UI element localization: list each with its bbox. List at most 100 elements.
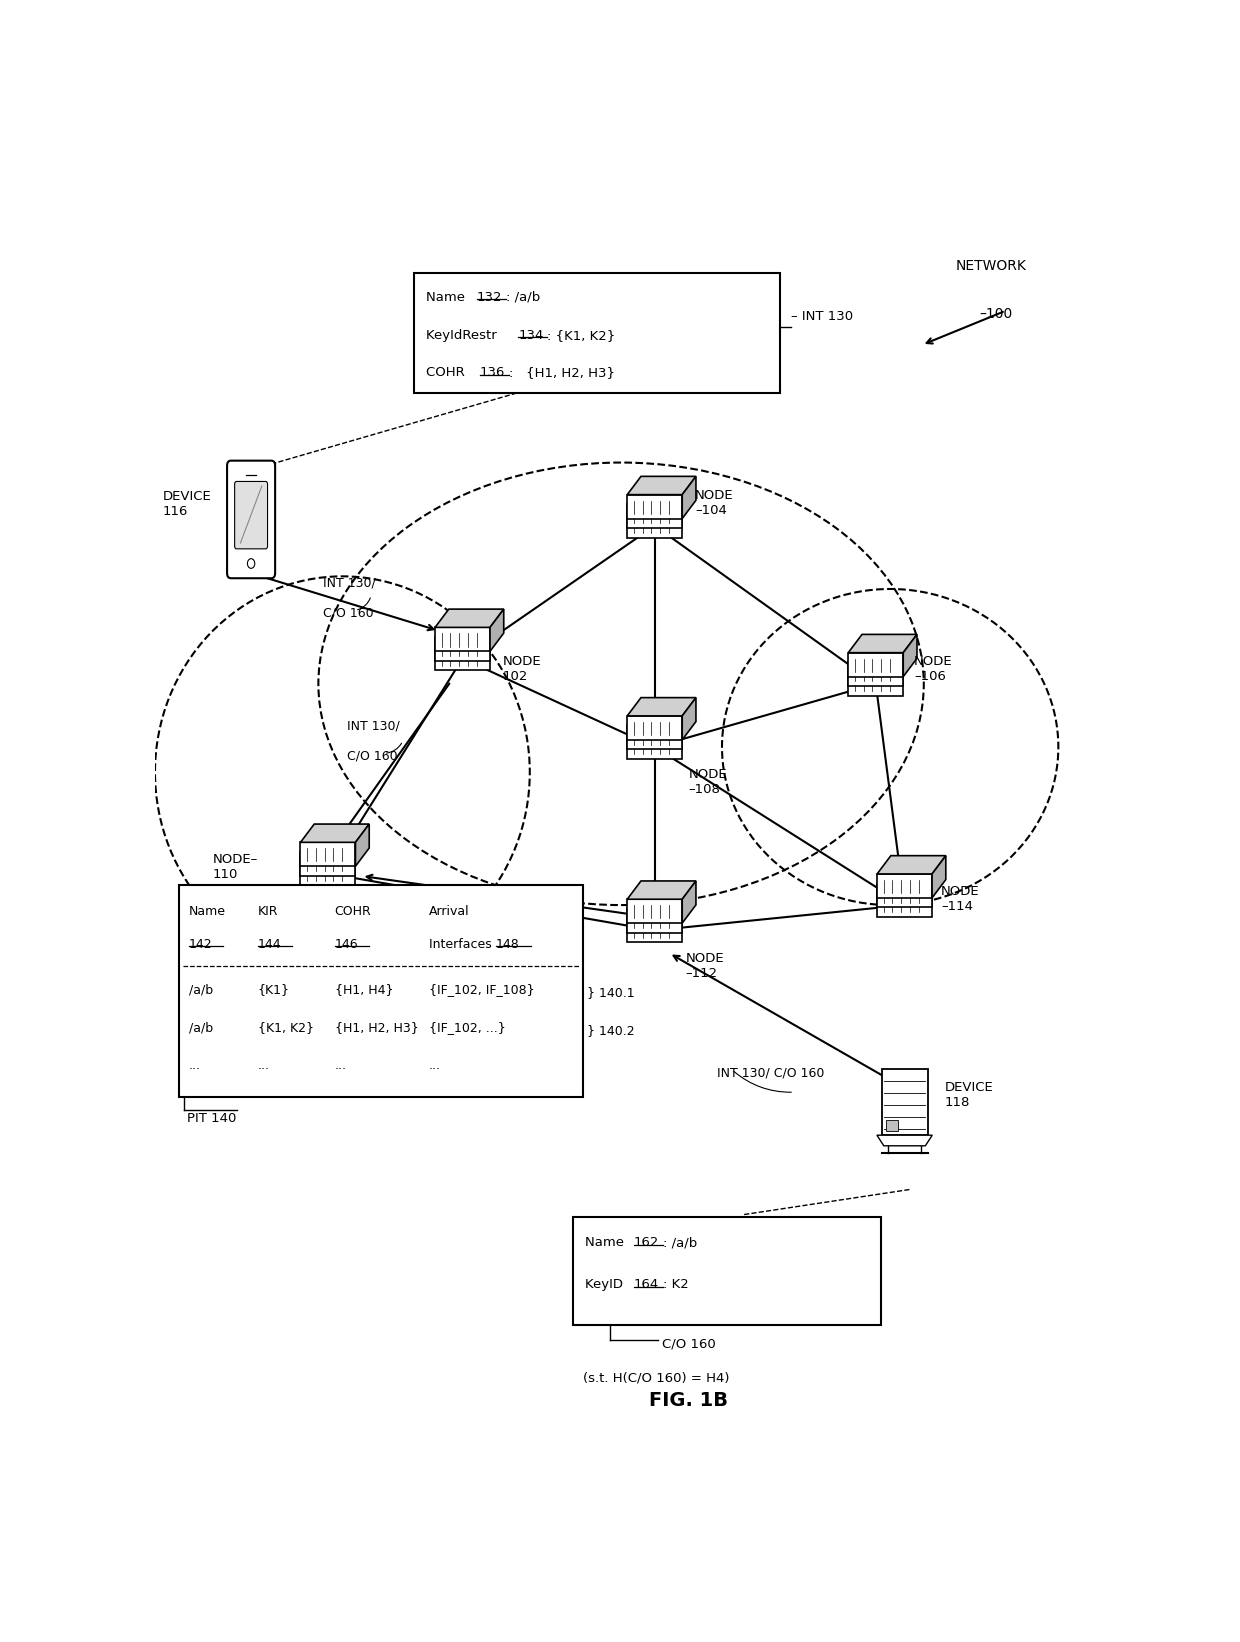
Text: NODE
102: NODE 102 (503, 655, 542, 683)
Text: 162: 162 (634, 1236, 658, 1250)
Polygon shape (627, 918, 682, 943)
Polygon shape (848, 634, 916, 652)
Text: /a/b: /a/b (188, 984, 213, 997)
Polygon shape (627, 716, 682, 741)
Text: 142: 142 (188, 938, 212, 951)
Text: ...: ... (429, 1059, 441, 1072)
Text: NODE
–104: NODE –104 (696, 489, 734, 517)
Text: COHR: COHR (427, 366, 469, 379)
Text: FIG. 1B: FIG. 1B (649, 1391, 728, 1410)
Text: ...: ... (258, 1059, 270, 1072)
FancyBboxPatch shape (887, 1120, 898, 1131)
Text: Name: Name (427, 291, 469, 304)
Polygon shape (627, 514, 682, 537)
Polygon shape (435, 627, 490, 652)
Text: } 140.1: } 140.1 (588, 985, 635, 998)
FancyBboxPatch shape (227, 461, 275, 578)
Polygon shape (627, 726, 682, 749)
Polygon shape (435, 637, 490, 662)
Text: : /a/b: : /a/b (506, 291, 539, 304)
Text: 148: 148 (496, 938, 520, 951)
Polygon shape (848, 672, 903, 696)
Text: NODE–
110: NODE– 110 (213, 854, 258, 882)
Text: C/O 160: C/O 160 (662, 1338, 717, 1350)
Text: NODE
–114: NODE –114 (941, 885, 980, 913)
Polygon shape (627, 908, 682, 933)
Polygon shape (490, 609, 503, 652)
Polygon shape (627, 494, 682, 519)
Text: {IF_102, IF_108}: {IF_102, IF_108} (429, 984, 534, 997)
Text: : {K1, K2}: : {K1, K2} (547, 328, 615, 342)
FancyBboxPatch shape (414, 273, 780, 392)
Text: KIR: KIR (258, 905, 278, 918)
FancyBboxPatch shape (882, 1069, 928, 1135)
Text: INT 130/ C/O 160: INT 130/ C/O 160 (717, 1067, 825, 1080)
Polygon shape (356, 824, 370, 867)
Text: {K1}: {K1} (258, 984, 290, 997)
Text: INT 130/: INT 130/ (458, 962, 511, 975)
Text: {K1, K2}: {K1, K2} (258, 1021, 314, 1034)
FancyBboxPatch shape (573, 1217, 880, 1325)
Polygon shape (627, 504, 682, 529)
Text: Name: Name (188, 905, 226, 918)
Text: COHR: COHR (335, 905, 372, 918)
Text: NODE
–106: NODE –106 (914, 655, 952, 683)
Polygon shape (627, 736, 682, 759)
Text: {IF_102, ...}: {IF_102, ...} (429, 1021, 506, 1034)
Text: {H1, H2, H3}: {H1, H2, H3} (335, 1021, 418, 1034)
Text: 134: 134 (518, 328, 543, 342)
Text: 136: 136 (480, 366, 505, 379)
Text: 164: 164 (634, 1277, 658, 1291)
Text: KeyIdRestr: KeyIdRestr (427, 328, 501, 342)
Polygon shape (300, 824, 370, 842)
Polygon shape (627, 900, 682, 923)
Text: } 140.2: } 140.2 (588, 1025, 635, 1036)
Text: ...: ... (335, 1059, 347, 1072)
Text: – INT 130: – INT 130 (791, 310, 853, 323)
Polygon shape (848, 652, 903, 677)
Polygon shape (877, 1135, 932, 1146)
Polygon shape (848, 662, 903, 686)
Polygon shape (903, 634, 916, 677)
Text: C/O 160: C/O 160 (458, 992, 508, 1005)
Polygon shape (877, 855, 946, 874)
Text: {H1, H4}: {H1, H4} (335, 984, 393, 997)
Polygon shape (435, 647, 490, 670)
Polygon shape (932, 855, 946, 898)
Polygon shape (877, 883, 932, 908)
Text: Arrival: Arrival (429, 905, 470, 918)
Text: NETWORK: NETWORK (956, 259, 1027, 273)
Polygon shape (877, 874, 932, 898)
Text: C/O 160: C/O 160 (347, 749, 398, 762)
Polygon shape (627, 882, 696, 900)
Polygon shape (300, 862, 356, 885)
Text: DEVICE
118: DEVICE 118 (945, 1080, 993, 1108)
Text: : /a/b: : /a/b (663, 1236, 698, 1250)
Text: 146: 146 (335, 938, 358, 951)
Text: /a/b: /a/b (188, 1021, 213, 1034)
Text: KeyID: KeyID (584, 1277, 626, 1291)
Text: Interfaces: Interfaces (429, 938, 496, 951)
Text: DEVICE
116: DEVICE 116 (162, 491, 212, 519)
Text: 132: 132 (477, 291, 502, 304)
Text: (s.t. H(C/O 160) = H4): (s.t. H(C/O 160) = H4) (583, 1371, 729, 1384)
Text: NODE
–112: NODE –112 (686, 952, 724, 980)
Text: NODE
–108: NODE –108 (688, 768, 727, 796)
FancyBboxPatch shape (179, 885, 583, 1097)
Text: –100: –100 (980, 307, 1013, 322)
Text: C/O 160: C/O 160 (324, 606, 373, 619)
Polygon shape (435, 609, 503, 627)
Text: : K2: : K2 (663, 1277, 689, 1291)
Polygon shape (682, 698, 696, 741)
Polygon shape (627, 476, 696, 494)
Polygon shape (877, 893, 932, 916)
Polygon shape (627, 698, 696, 716)
Text: PIT 140: PIT 140 (187, 1112, 236, 1125)
Text: Name: Name (584, 1236, 627, 1250)
Text: :   {H1, H2, H3}: : {H1, H2, H3} (508, 366, 615, 379)
Polygon shape (300, 852, 356, 875)
Polygon shape (682, 882, 696, 923)
Polygon shape (300, 842, 356, 867)
Text: ...: ... (188, 1059, 201, 1072)
Polygon shape (682, 476, 696, 519)
